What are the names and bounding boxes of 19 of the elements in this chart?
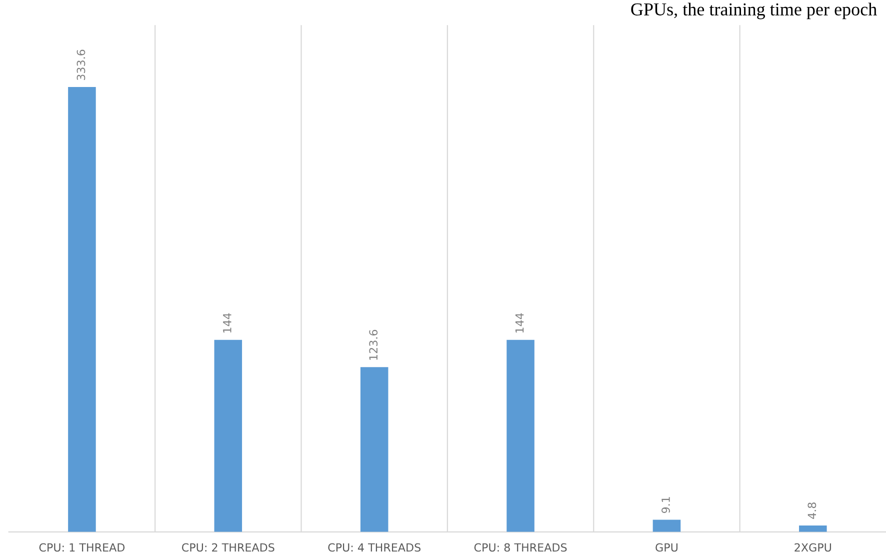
data-label: 144 [515, 313, 524, 333]
data-label: 9.1 [662, 497, 670, 514]
bar [799, 526, 827, 532]
text: GPUs, the training time per epoch [631, 2, 877, 20]
bar [506, 340, 534, 532]
x-tick-label: CPU: 8 THREADS [474, 543, 567, 552]
x-tick-label: 2XGPU [794, 543, 831, 552]
x-tick-label: CPU: 2 THREADS [182, 543, 274, 552]
bar [214, 340, 242, 532]
bar [652, 520, 681, 532]
x-tick-label: CPU: 4 THREADS [328, 543, 420, 552]
data-label: 4.8 [808, 502, 816, 519]
bar [360, 367, 388, 532]
x-tick-label: CPU: 1 THREAD [39, 543, 125, 552]
data-label: 123.6 [369, 330, 378, 360]
bar [68, 86, 96, 532]
x-tick-label: GPU [656, 543, 678, 552]
data-label: 333.6 [76, 50, 86, 80]
data-label: 144 [223, 313, 232, 333]
